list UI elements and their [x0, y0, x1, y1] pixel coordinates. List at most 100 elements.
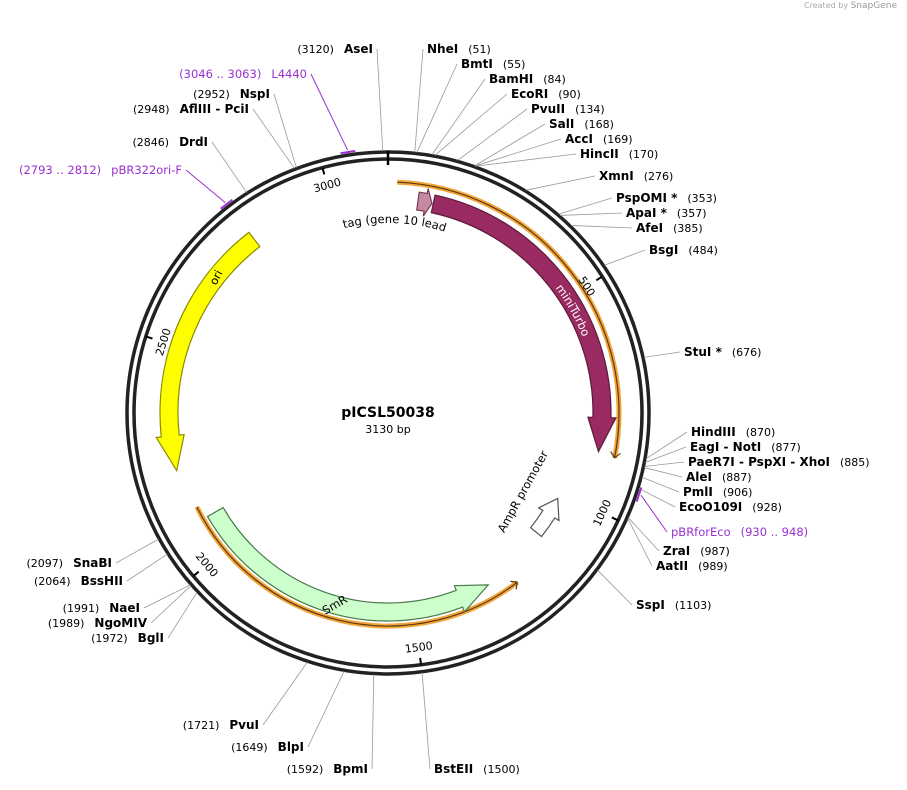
primer-name: L4440	[271, 67, 307, 81]
enzyme-site-apai[interactable]: ApaI * (357)	[626, 206, 707, 220]
primer-position: (930 .. 948)	[741, 525, 809, 539]
enzyme-site-nhei[interactable]: NheI (51)	[427, 42, 491, 56]
enzyme-name: NspI	[240, 87, 270, 101]
enzyme-position: (2948)	[133, 103, 170, 116]
enzyme-position: (170)	[629, 148, 659, 161]
feature-ampr-promoter	[529, 497, 560, 538]
enzyme-leader-pvuii	[457, 108, 528, 161]
enzyme-position: (90)	[558, 88, 581, 101]
enzyme-site-hincii[interactable]: HincII (170)	[580, 147, 658, 161]
enzyme-leader-bsgi	[604, 249, 646, 266]
enzyme-position: (1103)	[675, 599, 712, 612]
enzyme-name: NheI	[427, 42, 458, 56]
enzyme-site-bsgi[interactable]: BsgI (484)	[649, 243, 718, 257]
enzyme-site-afei[interactable]: AfeI (385)	[636, 221, 703, 235]
enzyme-site-bsshii[interactable]: (2064) BssHII	[34, 574, 123, 588]
enzyme-leader-stui	[643, 351, 681, 358]
feature-smr	[206, 506, 490, 622]
enzyme-name: BstEII	[434, 762, 473, 776]
enzyme-site-aatii[interactable]: AatII (989)	[656, 559, 728, 573]
enzyme-name: ZraI	[663, 544, 690, 558]
enzyme-leader-xmni	[525, 175, 596, 191]
enzyme-leader-bamhi	[431, 78, 486, 155]
enzyme-site-blpi[interactable]: (1649) BlpI	[231, 740, 304, 754]
enzyme-name: NgoMIV	[94, 616, 147, 630]
feature-miniturbo	[430, 194, 617, 454]
enzyme-site-asei[interactable]: (3120) AseI	[297, 42, 373, 56]
enzyme-site-bgli[interactable]: (1972) BglI	[91, 631, 164, 645]
enzyme-name: BglI	[138, 631, 164, 645]
primer-position: (2793 .. 2812)	[19, 163, 101, 177]
enzyme-position: (357)	[677, 207, 707, 220]
enzyme-site-ngomiv[interactable]: (1989) NgoMIV	[48, 616, 148, 630]
enzyme-name: BamHI	[489, 72, 533, 86]
enzyme-leader-blpi	[307, 671, 345, 748]
enzyme-site-sali[interactable]: SalI (168)	[549, 117, 614, 131]
enzyme-name: SspI	[636, 598, 665, 612]
enzyme-position: (3120)	[297, 43, 334, 56]
enzyme-site-pvui[interactable]: (1721) PvuI	[183, 718, 259, 732]
enzyme-leader-bsteii	[421, 672, 431, 770]
enzyme-position: (989)	[698, 560, 728, 573]
tick-mark-3000	[321, 167, 326, 175]
enzyme-site-snabi[interactable]: (2097) SnaBI	[27, 556, 112, 570]
enzyme-leader-hindiii	[645, 431, 688, 460]
enzyme-site-xmni[interactable]: XmnI (276)	[599, 169, 673, 183]
enzyme-site-pspomi[interactable]: PspOMI * (353)	[616, 191, 717, 205]
feature-ori	[155, 231, 261, 473]
enzyme-position: (2064)	[34, 575, 71, 588]
tick-label-3000: 3000	[312, 176, 342, 196]
enzyme-site-zrai[interactable]: ZraI (987)	[663, 544, 730, 558]
enzyme-position: (1721)	[183, 719, 220, 732]
enzyme-site-bsteii[interactable]: BstEII (1500)	[434, 762, 520, 776]
enzyme-site-ecoo109i[interactable]: EcoO109I (928)	[679, 500, 782, 514]
enzyme-site-alei[interactable]: AleI (887)	[686, 470, 752, 484]
enzyme-name: AseI	[344, 42, 373, 56]
enzyme-site-acci[interactable]: AccI (169)	[565, 132, 633, 146]
enzyme-position: (484)	[688, 244, 718, 257]
enzyme-position: (870)	[746, 426, 776, 439]
enzyme-leader-acci	[475, 138, 562, 167]
enzyme-site-naei[interactable]: (1991) NaeI	[63, 601, 140, 615]
primer-leader-pbr322ori-f	[185, 169, 226, 203]
primer-pbr322ori-f[interactable]: (2793 .. 2812) pBR322ori-F	[19, 163, 182, 177]
tick-mark-2500	[145, 335, 153, 340]
enzyme-name: AccI	[565, 132, 593, 146]
primer-pbrforeco[interactable]: pBRforEco (930 .. 948)	[671, 525, 808, 539]
enzyme-leader-bsshii	[126, 553, 168, 582]
enzyme-site-drdi[interactable]: (2846) DrdI	[132, 135, 208, 149]
enzyme-name: BlpI	[278, 740, 304, 754]
enzyme-position: (84)	[543, 73, 566, 86]
enzyme-site-paer7i-pspxi-xhoi[interactable]: PaeR7I - PspXI - XhoI (885)	[688, 455, 870, 469]
enzyme-position: (134)	[575, 103, 605, 116]
enzyme-leader-naei	[143, 584, 191, 609]
enzyme-site-bmti[interactable]: BmtI (55)	[461, 57, 525, 71]
enzyme-site-pvuii[interactable]: PvuII (134)	[531, 102, 605, 116]
feature-ori-label: ori	[206, 268, 225, 288]
snapgene-logo: SnapGene	[850, 1, 897, 11]
enzyme-leader-afei	[570, 225, 633, 229]
enzyme-site-ecori[interactable]: EcoRI (90)	[511, 87, 581, 101]
enzyme-site-bpmi[interactable]: (1592) BpmI	[287, 762, 368, 776]
enzyme-site-eagi-noti[interactable]: EagI - NotI (877)	[690, 440, 801, 454]
enzyme-site-hindiii[interactable]: HindIII (870)	[691, 425, 775, 439]
enzyme-leader-bpmi	[371, 674, 375, 770]
enzyme-name: StuI *	[684, 345, 723, 359]
enzyme-site-stui[interactable]: StuI * (676)	[684, 345, 761, 359]
enzyme-name: DrdI	[179, 135, 208, 149]
enzyme-name: SalI	[549, 117, 574, 131]
enzyme-site-afliii-pcii[interactable]: (2948) AflIII - PciI	[133, 102, 249, 116]
primer-l4440[interactable]: (3046 .. 3063) L4440	[179, 67, 307, 81]
enzyme-name: BsgI	[649, 243, 678, 257]
enzyme-leader-sspi	[597, 569, 633, 606]
enzyme-position: (1592)	[287, 763, 324, 776]
enzyme-site-pmli[interactable]: PmlI (906)	[683, 485, 752, 499]
enzyme-leader-paer7i-pspxi-xhoi	[644, 461, 685, 467]
tick-label-2000: 2000	[193, 550, 221, 580]
enzyme-leader-afliii-pcii	[252, 108, 295, 169]
enzyme-site-sspi[interactable]: SspI (1103)	[636, 598, 711, 612]
enzyme-site-nspi[interactable]: (2952) NspI	[193, 87, 270, 101]
enzyme-site-bamhi[interactable]: BamHI (84)	[489, 72, 566, 86]
primer-mark-pbrforeco	[635, 487, 643, 502]
